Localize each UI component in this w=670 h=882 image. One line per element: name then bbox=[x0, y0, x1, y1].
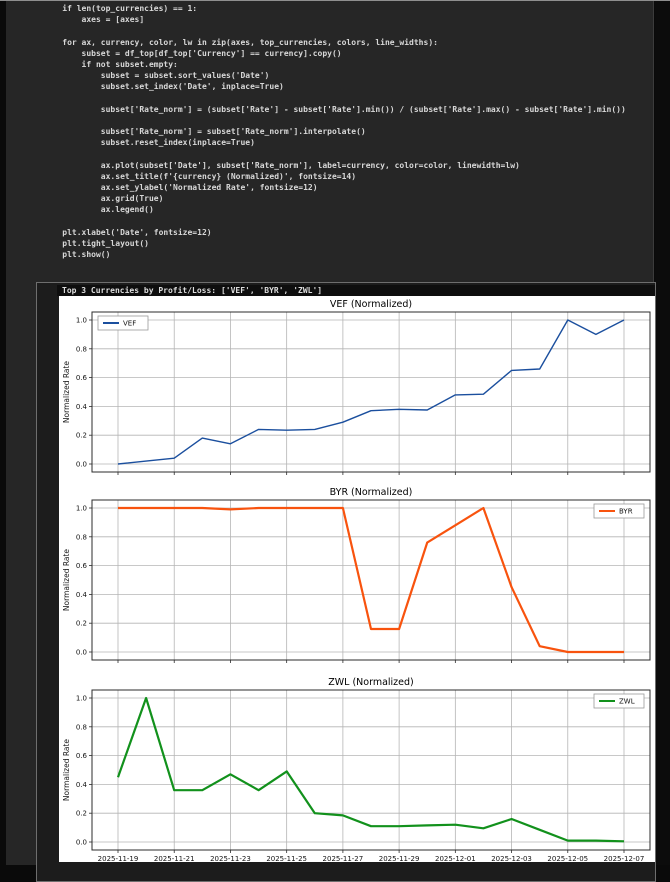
chart-title: VEF (Normalized) bbox=[330, 299, 412, 310]
code-line: subset = subset.sort_values('Date') bbox=[43, 71, 270, 81]
y-tick-label: 0.2 bbox=[76, 620, 87, 628]
code-line bbox=[43, 216, 651, 227]
code-line: ax.set_title(f'{currency} (Normalized)',… bbox=[43, 171, 357, 181]
y-tick-label: 0.0 bbox=[76, 649, 87, 657]
code-line: ax.grid(True) bbox=[43, 194, 164, 204]
y-tick-label: 0.6 bbox=[76, 562, 88, 570]
x-tick-label: 2025-12-03 bbox=[491, 855, 532, 862]
y-tick-label: 1.0 bbox=[76, 505, 87, 513]
x-tick-label: 2025-12-01 bbox=[435, 855, 476, 862]
y-axis-label: Normalized Rate bbox=[62, 549, 71, 611]
currency-charts-svg: 0.0 0.2 0.4 0.6 0.8 1.0 VEF (Normalized) Normal… bbox=[62, 299, 651, 862]
chart-vef: 0.0 0.2 0.4 0.6 0.8 1.0 VEF (Normalized) Normal… bbox=[62, 299, 651, 475]
matplotlib-figure: 0.0 0.2 0.4 0.6 0.8 1.0 VEF (Normalized) Normal… bbox=[59, 296, 655, 862]
code-line: subset['Rate_norm'] = subset['Rate_norm'… bbox=[43, 127, 366, 137]
stdout-text: Top 3 Currencies by Profit/Loss: ['VEF',… bbox=[57, 285, 655, 296]
x-tick-label: 2025-11-27 bbox=[323, 855, 364, 862]
legend-label: ZWL bbox=[619, 698, 635, 706]
x-tick-label: 2025-11-29 bbox=[379, 855, 420, 862]
window-top-border bbox=[0, 0, 670, 1]
zwl-line bbox=[116, 696, 625, 843]
code-line bbox=[43, 148, 651, 159]
code-line: plt.tight_layout() bbox=[43, 238, 149, 248]
x-tick-label: 2025-12-07 bbox=[604, 855, 645, 862]
y-tick-label: 0.4 bbox=[76, 403, 88, 411]
chart-byr: 0.0 0.2 0.4 0.6 0.8 1.0 BYR (Normalized) Normal… bbox=[62, 487, 651, 663]
code-line: if len(top_currencies) == 1: bbox=[43, 4, 198, 13]
legend-label: BYR bbox=[619, 508, 633, 516]
window-left-edge bbox=[0, 1, 6, 865]
chart-title: ZWL (Normalized) bbox=[328, 677, 414, 688]
y-tick-label: 0.6 bbox=[76, 752, 88, 760]
legend-zwl: ZWL bbox=[593, 693, 645, 709]
code-line: axes = [axes] bbox=[43, 15, 145, 25]
y-tick-label: 0.4 bbox=[76, 781, 88, 789]
legend-label: VEF bbox=[123, 320, 136, 328]
code-line: ax.legend() bbox=[43, 205, 154, 215]
code-line: subset['Rate_norm'] = (subset['Rate'] - … bbox=[43, 104, 626, 114]
y-tick-label: 1.0 bbox=[76, 317, 87, 325]
y-tick-label: 0.2 bbox=[76, 432, 87, 440]
y-tick-label: 0.0 bbox=[76, 839, 87, 847]
cell-output-area: Top 3 Currencies by Profit/Loss: ['VEF',… bbox=[36, 282, 656, 882]
window-right-edge bbox=[655, 1, 670, 865]
code-line: if not subset.empty: bbox=[43, 59, 178, 69]
code-line: plt.show() bbox=[43, 250, 111, 260]
y-axis-label: Normalized Rate bbox=[62, 361, 71, 423]
notebook-cell: if len(top_currencies) == 1: axes = [axe… bbox=[6, 1, 656, 882]
x-tick-label: 2025-11-19 bbox=[98, 855, 139, 862]
code-line bbox=[43, 115, 651, 126]
code-line bbox=[43, 93, 651, 104]
code-line: subset.reset_index(inplace=True) bbox=[43, 138, 255, 148]
code-line: subset = df_top[df_top['Currency'] == cu… bbox=[43, 48, 342, 58]
y-tick-label: 0.4 bbox=[76, 591, 88, 599]
y-tick-label: 0.6 bbox=[76, 374, 88, 382]
x-tick-label: 2025-11-25 bbox=[266, 855, 307, 862]
y-tick-label: 0.8 bbox=[76, 533, 87, 541]
y-tick-label: 1.0 bbox=[76, 695, 87, 703]
y-axis-label: Normalized Rate bbox=[62, 739, 71, 801]
code-line: ax.set_ylabel('Normalized Rate', fontsiz… bbox=[43, 183, 318, 192]
byr-line bbox=[118, 506, 624, 654]
code-line: plt.xlabel('Date', fontsize=12) bbox=[43, 227, 212, 237]
chart-title: BYR (Normalized) bbox=[330, 487, 413, 498]
code-line bbox=[43, 25, 651, 36]
legend-vef: VEF bbox=[97, 315, 149, 331]
y-tick-label: 0.0 bbox=[76, 461, 87, 469]
vef-line bbox=[117, 319, 625, 465]
code-editor[interactable]: if len(top_currencies) == 1: axes = [axe… bbox=[6, 3, 651, 260]
y-tick-label: 0.8 bbox=[76, 723, 87, 731]
legend-byr: BYR bbox=[593, 503, 645, 519]
chart-zwl: 0.0 0.2 0.4 0.6 0.8 1.0 ZWL (Normalized) Normal… bbox=[62, 677, 651, 862]
code-line: ax.plot(subset['Date'], subset['Rate_nor… bbox=[43, 160, 520, 170]
code-line: for ax, currency, color, lw in zip(axes,… bbox=[43, 37, 438, 47]
code-line: subset.set_index('Date', inplace=True) bbox=[43, 82, 284, 92]
y-tick-label: 0.2 bbox=[76, 810, 87, 818]
x-tick-label: 2025-11-23 bbox=[210, 855, 251, 862]
y-tick-label: 0.8 bbox=[76, 345, 87, 353]
x-tick-label: 2025-11-21 bbox=[154, 855, 195, 862]
x-tick-label: 2025-12-05 bbox=[547, 855, 588, 862]
